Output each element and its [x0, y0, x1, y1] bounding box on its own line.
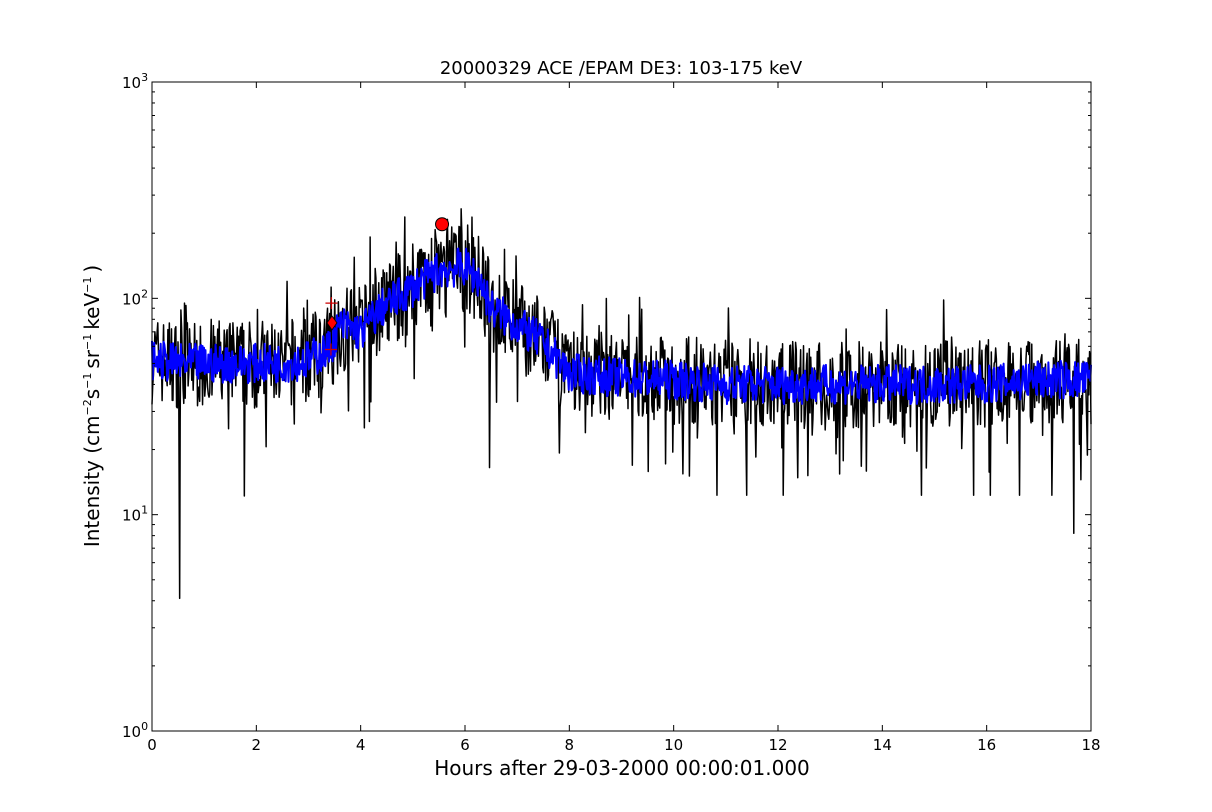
- marker-plus-3: [325, 297, 338, 310]
- x-tick-label: 10: [664, 736, 683, 754]
- chart-title: 20000329 ACE /EPAM DE3: 103-175 keV: [440, 58, 803, 79]
- x-tick-label: 6: [460, 736, 470, 754]
- plot-data: [151, 208, 1092, 600]
- x-tick-label: 8: [565, 736, 575, 754]
- axis-ticks: 0 2 4 6 8 10 12 14 16 18 100 101 102 103: [122, 71, 1101, 754]
- y-tick-label: 101: [122, 504, 148, 525]
- marker-diamond-2: [326, 315, 338, 331]
- x-tick-label: 4: [356, 736, 366, 754]
- y-tick-label: 103: [122, 71, 148, 92]
- x-tick-label: 14: [873, 736, 892, 754]
- plot-frame: [151, 81, 1092, 732]
- y-axis-label: Intensity (cm−2s−1sr−1keV−1): [80, 265, 104, 547]
- x-tick-label: 16: [977, 736, 996, 754]
- x-axis-label: Hours after 29-03-2000 00:00:01.000: [434, 756, 810, 780]
- x-tick-label: 2: [252, 736, 262, 754]
- marker-plus-4: [324, 343, 337, 356]
- marker-circle-1: [435, 217, 450, 232]
- x-tick-label: 12: [768, 736, 787, 754]
- x-tick-label: 0: [147, 736, 157, 754]
- x-tick-label: 18: [1081, 736, 1100, 754]
- y-tick-label: 100: [122, 720, 148, 741]
- y-tick-label: 102: [122, 287, 148, 308]
- series-line-2: [151, 247, 1092, 406]
